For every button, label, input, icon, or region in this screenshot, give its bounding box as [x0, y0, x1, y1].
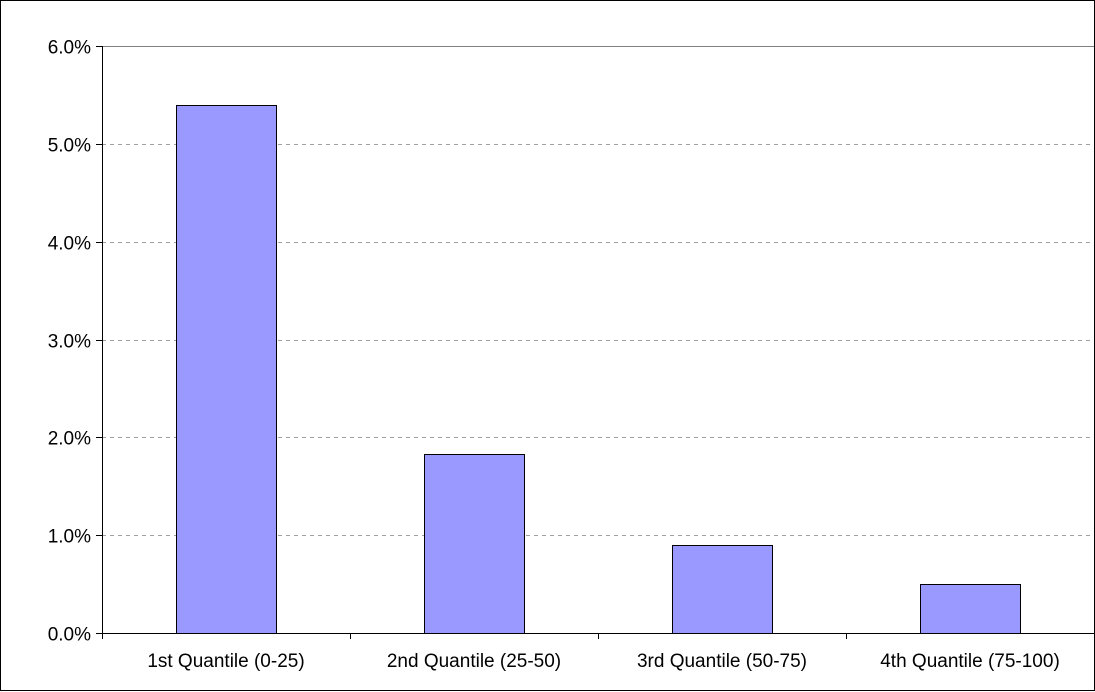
bars: [176, 105, 1021, 634]
tick-labels: 0.0% 1.0% 2.0% 3.0% 4.0% 5.0% 6.0% 1st Quantile…: [48, 38, 1060, 673]
y-tick-label: 2.0%: [48, 429, 91, 450]
bar-2: [424, 454, 525, 634]
y-tick-label: 3.0%: [48, 332, 91, 353]
x-tick-label: 4th Quantile (75-100): [880, 651, 1060, 672]
x-tick-label: 2nd Quantile (25-50): [387, 651, 561, 672]
y-tick-label: 5.0%: [48, 136, 91, 157]
bar-3: [672, 545, 773, 634]
axes: [96, 46, 1095, 639]
y-tick-label: 0.0%: [48, 625, 91, 646]
y-tick-label: 1.0%: [48, 527, 91, 548]
x-tick-label: 1st Quantile (0-25): [147, 651, 304, 672]
bar-1: [176, 105, 277, 634]
y-tick-label: 6.0%: [48, 38, 91, 59]
x-tick-label: 3rd Quantile (50-75): [637, 651, 807, 672]
bar-4: [920, 584, 1021, 634]
y-tick-label: 4.0%: [48, 234, 91, 255]
gridlines: [102, 46, 1094, 536]
